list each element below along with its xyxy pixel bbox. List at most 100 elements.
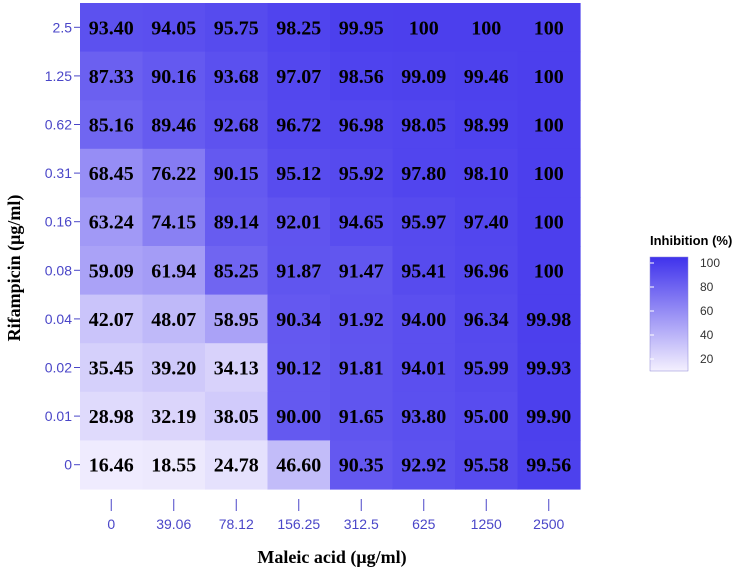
- cell-value-label: 99.98: [526, 309, 571, 331]
- cell-value-label: 76.22: [151, 163, 196, 185]
- heatmap-cell: [142, 343, 206, 393]
- cell-value-label: 91.87: [276, 260, 321, 282]
- heatmap-cell: [142, 51, 206, 101]
- cell-value-label: 24.78: [214, 455, 259, 477]
- cell-value-label: 89.46: [151, 115, 196, 137]
- cell-value-label: 92.01: [276, 212, 321, 234]
- heatmap-cell: [455, 3, 519, 53]
- cell-value-label: 32.19: [151, 406, 196, 428]
- heatmap-cell: [517, 391, 581, 441]
- y-tick-label: 0.16: [45, 214, 72, 230]
- cell-value-label: 92.68: [214, 115, 259, 137]
- cell-value-label: 98.10: [464, 163, 509, 185]
- cell-value-label: 100: [471, 17, 501, 39]
- heatmap-cell: [142, 391, 206, 441]
- y-tick-label: 0.04: [45, 311, 72, 327]
- cell-value-label: 96.98: [339, 115, 384, 137]
- heatmap-cell: [205, 294, 269, 344]
- cell-value-label: 97.07: [276, 66, 321, 88]
- cell-value-label: 93.40: [89, 17, 134, 39]
- heatmap-cell: [455, 100, 519, 150]
- heatmap-cell: [392, 391, 456, 441]
- heatmap-cell: [330, 246, 394, 296]
- y-axis-title: Rifampicin (μg/ml): [4, 195, 25, 342]
- heatmap-cell: [80, 391, 144, 441]
- heatmap-cell: [267, 440, 331, 490]
- cell-value-label: 100: [534, 163, 564, 185]
- cell-value-label: 16.46: [89, 455, 134, 477]
- cell-value-label: 95.12: [276, 163, 321, 185]
- heatmap-cell: [517, 246, 581, 296]
- heatmap-cell: [330, 148, 394, 198]
- x-tick-label: 625: [412, 516, 436, 532]
- cell-value-label: 93.68: [214, 66, 259, 88]
- heatmap-cell: [455, 440, 519, 490]
- y-tick-label: 2.5: [53, 19, 73, 35]
- heatmap-cell: [142, 3, 206, 53]
- cell-value-label: 61.94: [151, 260, 196, 282]
- cell-value-label: 94.00: [401, 309, 446, 331]
- cell-value-label: 95.75: [214, 17, 259, 39]
- y-tick-label: 0.62: [45, 117, 72, 133]
- cell-value-label: 100: [534, 17, 564, 39]
- cell-value-label: 91.81: [339, 358, 384, 380]
- cell-value-label: 58.95: [214, 309, 259, 331]
- cell-value-label: 18.55: [151, 455, 196, 477]
- cell-value-label: 90.16: [151, 66, 196, 88]
- cell-value-label: 94.65: [339, 212, 384, 234]
- x-tick-label: 39.06: [156, 516, 191, 532]
- y-tick-label: 0.31: [45, 165, 72, 181]
- heatmap-cell: [205, 51, 269, 101]
- y-tick-label: 1.25: [45, 68, 72, 84]
- x-tick-label: 1250: [471, 516, 502, 532]
- x-tick-label: 156.25: [277, 516, 320, 532]
- heatmap-cell: [205, 391, 269, 441]
- heatmap-cell: [80, 51, 144, 101]
- cell-value-label: 90.34: [276, 309, 321, 331]
- heatmap-cell: [330, 3, 394, 53]
- legend-colorbar: [649, 256, 689, 372]
- cell-value-label: 42.07: [89, 309, 134, 331]
- heatmap-cell: [330, 440, 394, 490]
- cell-value-label: 68.45: [89, 163, 134, 185]
- y-tick-label: 0.02: [45, 360, 72, 376]
- heatmap-cell: [80, 148, 144, 198]
- heatmap-cell: [267, 294, 331, 344]
- cell-value-label: 48.07: [151, 309, 196, 331]
- cell-value-label: 91.65: [339, 406, 384, 428]
- heatmap-cell: [517, 440, 581, 490]
- heatmap-cell: [330, 391, 394, 441]
- cell-value-label: 95.92: [339, 163, 384, 185]
- heatmap-cell: [267, 197, 331, 247]
- heatmap-cell: [392, 197, 456, 247]
- heatmap-cell: [267, 391, 331, 441]
- heatmap-cell: [455, 246, 519, 296]
- heatmap-cell: [392, 51, 456, 101]
- y-tick-label: 0: [64, 457, 72, 473]
- cell-value-label: 59.09: [89, 260, 134, 282]
- heatmap-cell: [142, 197, 206, 247]
- legend-tick-label: 20: [700, 352, 714, 366]
- cell-value-label: 99.56: [526, 455, 571, 477]
- heatmap-cell: [330, 343, 394, 393]
- heatmap-cell: [517, 3, 581, 53]
- heatmap-cell: [392, 148, 456, 198]
- heatmap-cell: [267, 3, 331, 53]
- heatmap-cell: [205, 197, 269, 247]
- cell-value-label: 98.99: [464, 115, 509, 137]
- heatmap-cells: [80, 3, 581, 490]
- cell-value-label: 100: [534, 260, 564, 282]
- y-tick-label: 0.08: [45, 262, 72, 278]
- cell-value-label: 90.15: [214, 163, 259, 185]
- heatmap-cell: [205, 148, 269, 198]
- heatmap-cell: [517, 197, 581, 247]
- heatmap-cell: [455, 197, 519, 247]
- cell-value-label: 97.80: [401, 163, 446, 185]
- heatmap-cell: [142, 100, 206, 150]
- cell-value-label: 96.72: [276, 115, 321, 137]
- heatmap-cell: [517, 294, 581, 344]
- legend-tick-label: 40: [700, 328, 714, 342]
- heatmap-cell: [80, 440, 144, 490]
- heatmap-cell: [455, 391, 519, 441]
